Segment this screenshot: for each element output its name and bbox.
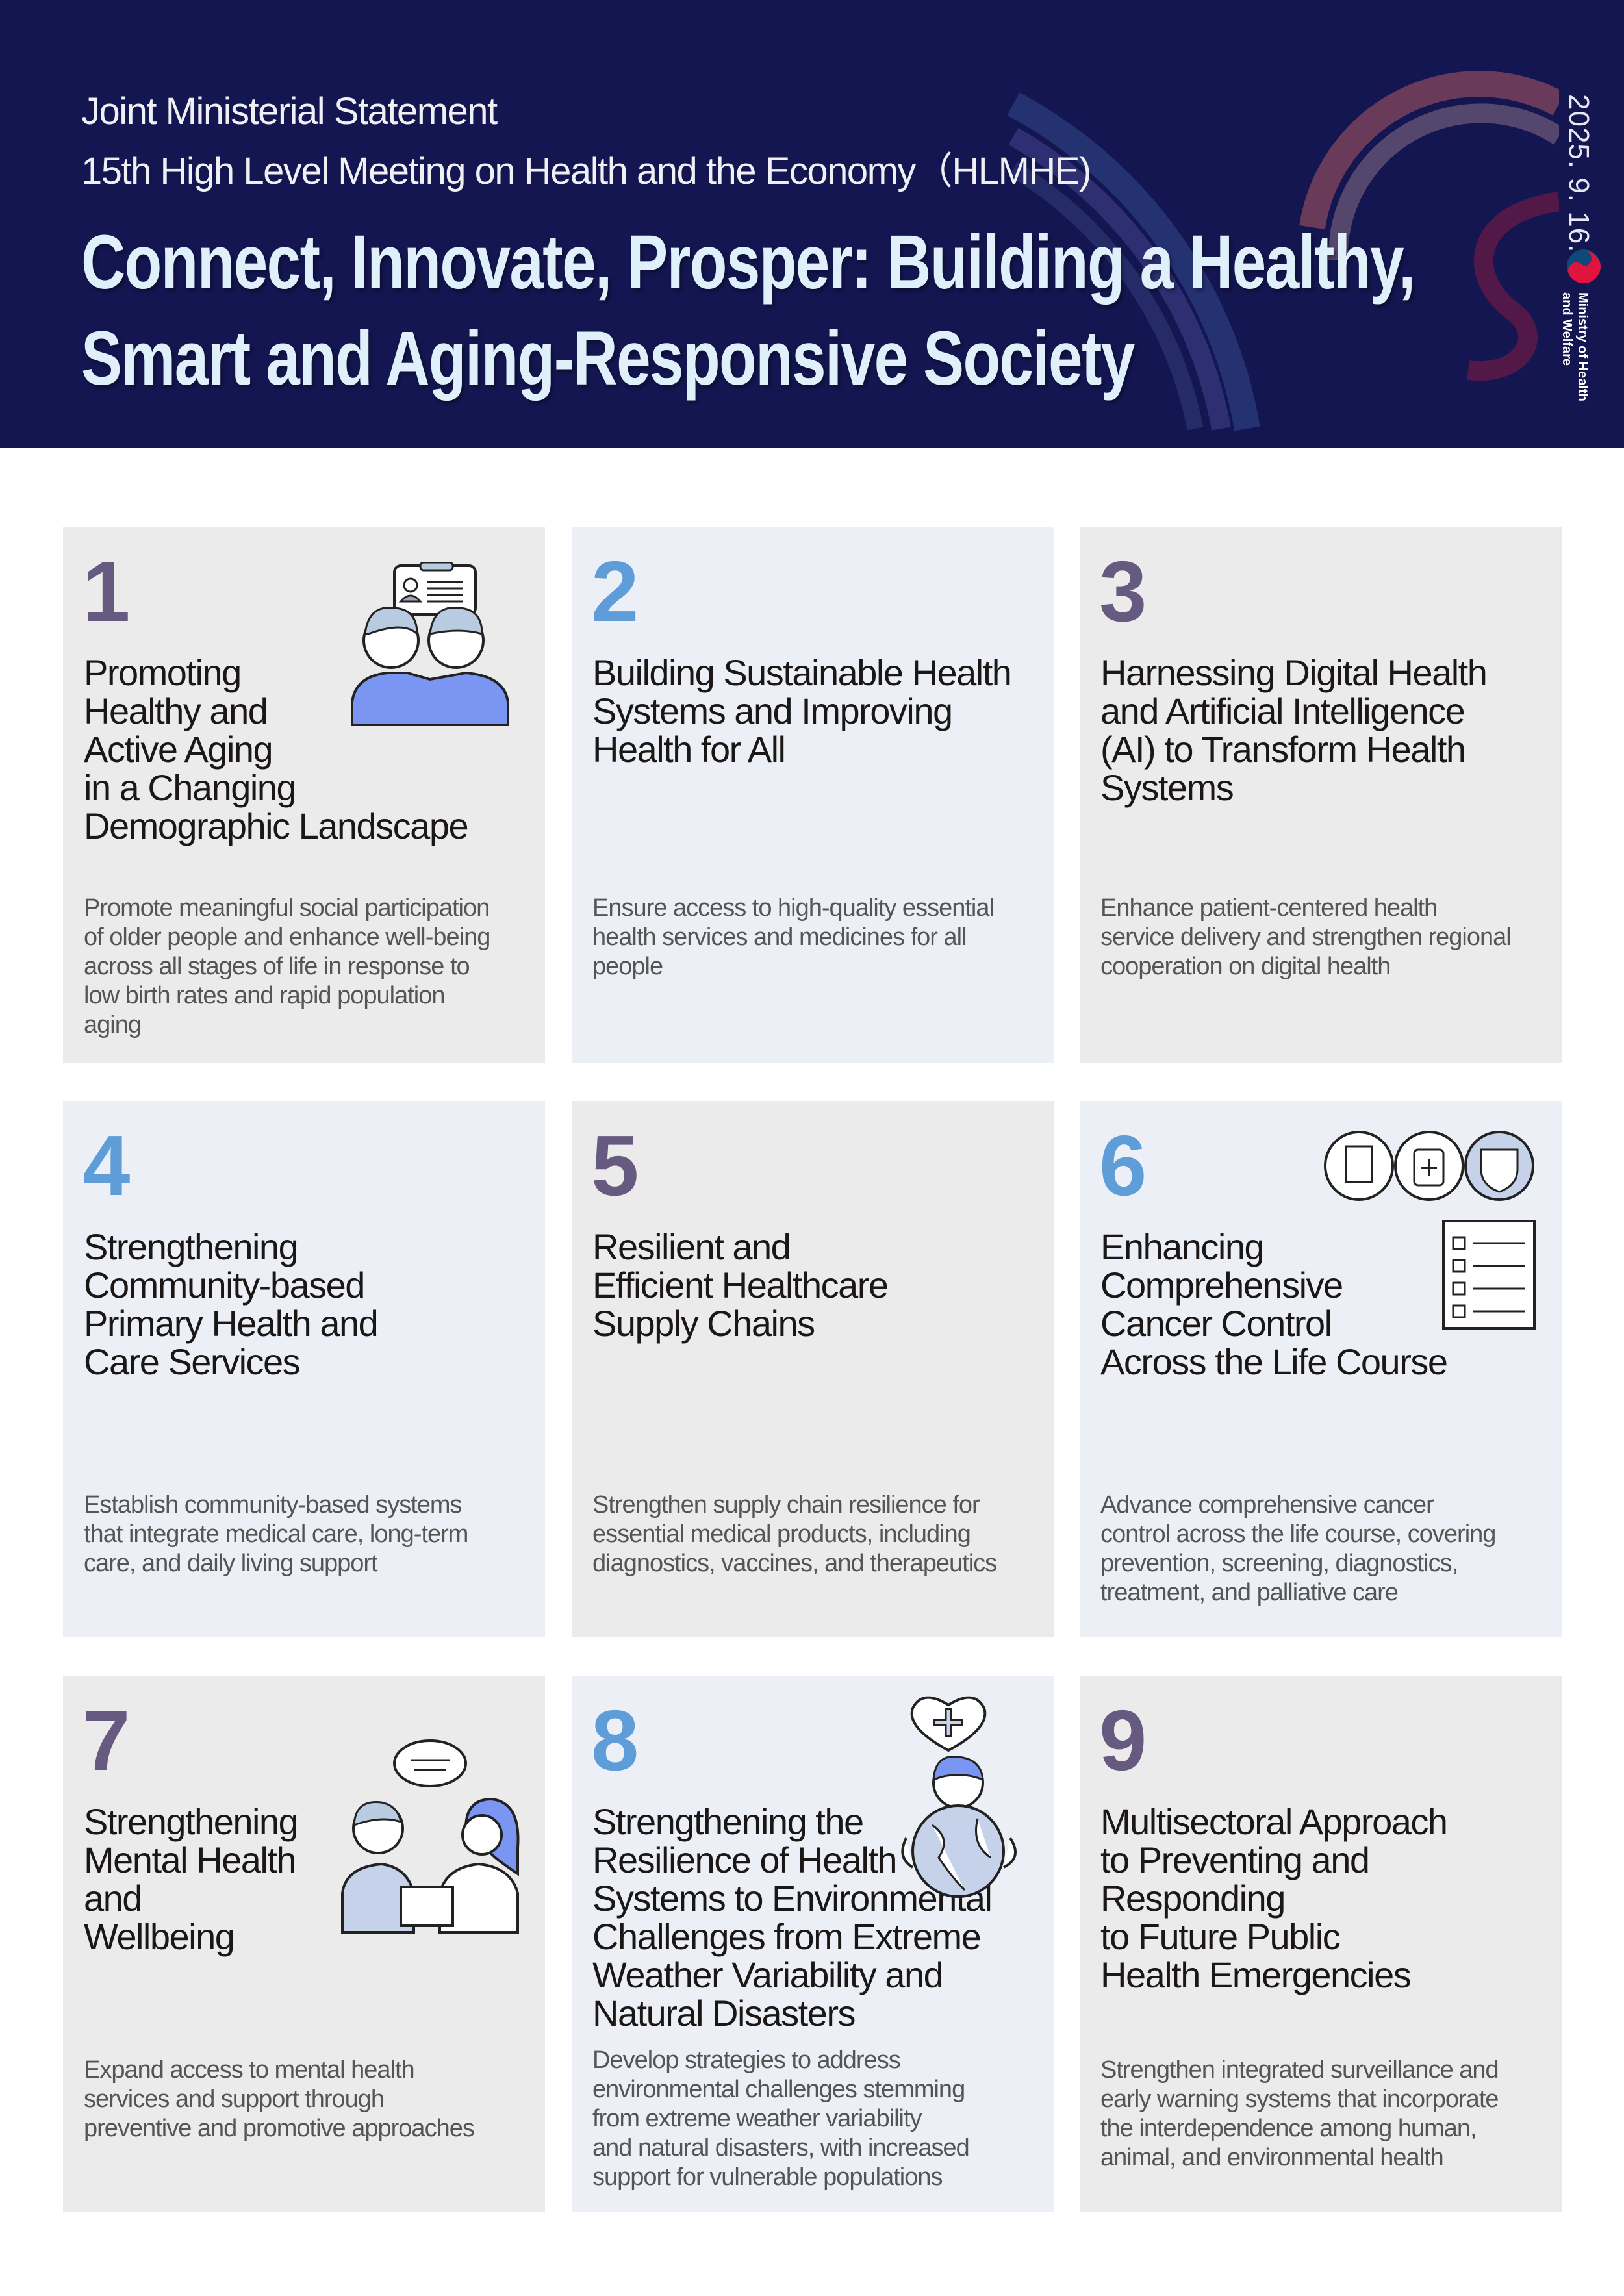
- checklist-medical-icon: [1324, 1131, 1536, 1330]
- card-number: 6: [1099, 1118, 1147, 1213]
- card-title: Harnessing Digital Health and Artificial…: [1100, 652, 1488, 808]
- card-number: 3: [1099, 544, 1147, 639]
- card-number: 2: [591, 544, 639, 639]
- card-2: 2 Building Sustainable Health Systems an…: [572, 527, 1054, 1063]
- card-1: 1 Promoting Healthy and Active Aging in …: [63, 527, 545, 1063]
- elderly-couple-id-card-icon: [351, 562, 509, 726]
- card-description: Strengthen supply chain resilience for e…: [592, 1491, 997, 1577]
- card-title: Strengthening Mental Health and Wellbein…: [84, 1801, 299, 1957]
- card-title: Strengthening the Resilience of Health S…: [592, 1801, 993, 2034]
- card-title: Enhancing Comprehensive Cancer Control A…: [1100, 1226, 1448, 1382]
- card-6: 6 Enhancing Comprehensive Cancer Control…: [1080, 1101, 1562, 1637]
- card-description: Ensure access to high-quality essential …: [592, 894, 995, 980]
- card-8: 8 Strengthening the Resilience of Health…: [572, 1676, 1054, 2212]
- counseling-icon: [341, 1739, 520, 1934]
- card-description: Promote meaningful social participation …: [84, 894, 490, 1039]
- card-description: Advance comprehensive cancer control acr…: [1100, 1491, 1496, 1606]
- header-banner: Joint Ministerial Statement 15th High Le…: [0, 0, 1624, 448]
- card-5: 5 Resilient and Efficient Healthcare Sup…: [572, 1101, 1054, 1637]
- card-number: 1: [82, 544, 131, 639]
- date: 2025. 9. 16.: [1563, 94, 1595, 253]
- card-number: 7: [82, 1693, 131, 1788]
- card-title: Promoting Healthy and Active Aging in a …: [84, 652, 469, 846]
- card-number: 5: [591, 1118, 639, 1213]
- card-title: Building Sustainable Health Systems and …: [592, 652, 1012, 770]
- header-meeting-name: 15th High Level Meeting on Health and th…: [81, 150, 1091, 192]
- card-description: Expand access to mental health services …: [84, 2056, 475, 2142]
- card-title: Multisectoral Approach to Preventing and…: [1100, 1801, 1448, 1995]
- card-4: 4 Strengthening Community-based Primary …: [63, 1101, 545, 1637]
- card-description: Develop strategies to address environmen…: [592, 2047, 970, 2191]
- card-number: 4: [82, 1118, 131, 1213]
- header-subtitle: Joint Ministerial Statement: [81, 90, 498, 132]
- card-description: Strengthen integrated surveillance and e…: [1100, 2056, 1499, 2171]
- page-title: Connect, Innovate, Prosper: Building a H…: [81, 220, 1415, 401]
- card-title: Resilient and Efficient Healthcare Suppl…: [592, 1226, 889, 1344]
- ministry-logo-icon: [1567, 249, 1601, 284]
- card-description: Enhance patient-centered health service …: [1100, 894, 1512, 980]
- card-7: 7 Strengthening Mental Health and Wellbe…: [63, 1676, 545, 2212]
- card-number: 8: [591, 1693, 639, 1788]
- card-9: 9 Multisectoral Approach to Preventing a…: [1080, 1676, 1562, 2212]
- card-3: 3 Harnessing Digital Health and Artifici…: [1080, 527, 1562, 1063]
- ministry-name: Ministry of Health and Welfare: [1560, 292, 1590, 401]
- person-globe-heart-icon: [901, 1696, 1017, 1898]
- card-number: 9: [1099, 1693, 1147, 1788]
- card-title: Strengthening Community-based Primary He…: [84, 1226, 379, 1382]
- decorative-arcs-icon: [1007, 71, 1559, 431]
- card-description: Establish community-based systems that i…: [84, 1491, 468, 1577]
